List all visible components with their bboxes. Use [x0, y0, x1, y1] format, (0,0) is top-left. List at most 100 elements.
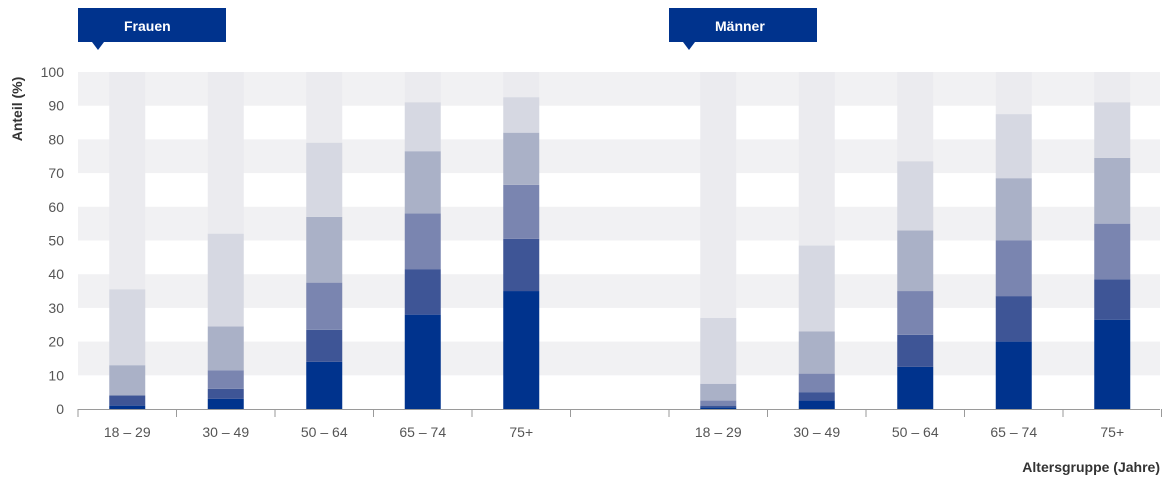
- bar-segment: [503, 184, 540, 239]
- bar-segment: [306, 142, 343, 217]
- grid-band: [78, 139, 1160, 174]
- bar-segment: [1094, 223, 1131, 280]
- y-tick-label: 50: [48, 233, 64, 249]
- bar-segment: [306, 216, 343, 283]
- bar-segment: [897, 334, 934, 367]
- bar-segment: [404, 151, 441, 214]
- bar-segment: [995, 178, 1032, 241]
- bar-segment: [700, 405, 737, 408]
- x-tick-label: 50 – 64: [892, 424, 939, 440]
- x-tick-label: 18 – 29: [695, 424, 742, 440]
- y-tick-label: 10: [48, 367, 64, 383]
- grid-bands: [78, 72, 1160, 376]
- bar-segment: [306, 282, 343, 330]
- bar-segment: [503, 238, 540, 292]
- bar-segment: [404, 213, 441, 270]
- bar-remainder: [700, 72, 737, 319]
- bar-segment: [897, 230, 934, 292]
- bar-remainder: [503, 72, 540, 98]
- bar-segment: [995, 114, 1032, 179]
- bar-remainder: [404, 72, 441, 103]
- y-axis-ticks: 0 10 20 30 40 50 60 70 80 90 100: [41, 64, 65, 417]
- y-tick-label: 70: [48, 165, 64, 181]
- bar-remainder: [306, 72, 343, 143]
- bar-segment: [995, 296, 1032, 342]
- bar-remainder: [995, 72, 1032, 115]
- bar-remainder: [109, 72, 146, 290]
- bar-segment: [404, 314, 441, 409]
- x-tick-label: 75+: [1100, 424, 1124, 440]
- x-tick-label: 65 – 74: [990, 424, 1037, 440]
- y-tick-label: 80: [48, 131, 64, 147]
- panel-label-box: [669, 8, 817, 42]
- panel-label-text: Männer: [715, 18, 765, 34]
- bar-segment: [306, 329, 343, 362]
- x-tick-label: 30 – 49: [793, 424, 840, 440]
- bar-segment: [306, 361, 343, 409]
- bar-segment: [503, 291, 540, 409]
- panel-label-text: Frauen: [124, 18, 171, 34]
- bar-segment: [897, 291, 934, 335]
- x-axis-ticks: 18 – 29 30 – 49 50 – 64 65 – 74 75+ 18 – 29 30…: [104, 424, 1124, 440]
- bar-segment: [798, 245, 835, 332]
- panel-labels: Frauen Männer: [78, 8, 817, 50]
- y-tick-label: 30: [48, 300, 64, 316]
- bar-segment: [1094, 157, 1131, 224]
- bar-segment: [207, 370, 244, 389]
- bar-segment: [404, 102, 441, 152]
- bar-remainder: [798, 72, 835, 246]
- grid-band: [78, 72, 1160, 106]
- bar-segment: [207, 233, 244, 327]
- y-tick-label: 60: [48, 199, 64, 215]
- x-tick-label: 18 – 29: [104, 424, 151, 440]
- x-tick-label: 65 – 74: [399, 424, 446, 440]
- bar-segment: [798, 331, 835, 374]
- y-tick-label: 20: [48, 334, 64, 350]
- y-tick-label: 90: [48, 98, 64, 114]
- bar-segment: [109, 365, 146, 396]
- bar-segment: [1094, 102, 1131, 158]
- bar-segment: [503, 97, 540, 133]
- bar-segment: [207, 388, 244, 399]
- y-axis-label: Anteil (%): [9, 77, 25, 142]
- bar-segment: [700, 318, 737, 384]
- bar-segment: [700, 407, 737, 409]
- bar-segment: [700, 383, 737, 401]
- x-tick-label: 50 – 64: [301, 424, 348, 440]
- y-tick-label: 0: [56, 401, 64, 417]
- bar-segment: [897, 366, 934, 409]
- bar-segment: [1094, 319, 1131, 409]
- panel-label-box: [78, 8, 226, 42]
- bar-segment: [1094, 279, 1131, 320]
- bar-segment: [207, 326, 244, 371]
- bar-segment: [404, 269, 441, 315]
- x-axis-label: Altersgruppe (Jahre): [1022, 459, 1160, 475]
- bar-segment: [109, 289, 146, 366]
- bar-segment: [995, 240, 1032, 297]
- bar-remainder: [1094, 72, 1131, 103]
- bar-segment: [503, 132, 540, 185]
- bar-remainder: [207, 72, 244, 234]
- bar-segment: [700, 400, 737, 406]
- bar-segment: [897, 161, 934, 231]
- bar-segment: [798, 392, 835, 401]
- bar-segment: [995, 341, 1032, 409]
- x-tick-label: 30 – 49: [202, 424, 249, 440]
- grid-band: [78, 341, 1160, 376]
- bars: [109, 72, 1131, 409]
- bar-segment: [109, 395, 146, 406]
- bar-segment: [798, 400, 835, 409]
- panel-label-pointer: [92, 42, 104, 50]
- x-axis: [77, 409, 1162, 417]
- panel-label-frauen: Frauen: [78, 8, 226, 50]
- x-tick-label: 75+: [509, 424, 533, 440]
- panel-label-pointer: [683, 42, 695, 50]
- grid-band: [78, 206, 1160, 241]
- y-tick-label: 40: [48, 266, 64, 282]
- bar-segment: [798, 373, 835, 393]
- bar-segment: [109, 405, 146, 409]
- bar-remainder: [897, 72, 934, 162]
- grid-band: [78, 274, 1160, 308]
- bar-segment: [207, 398, 244, 409]
